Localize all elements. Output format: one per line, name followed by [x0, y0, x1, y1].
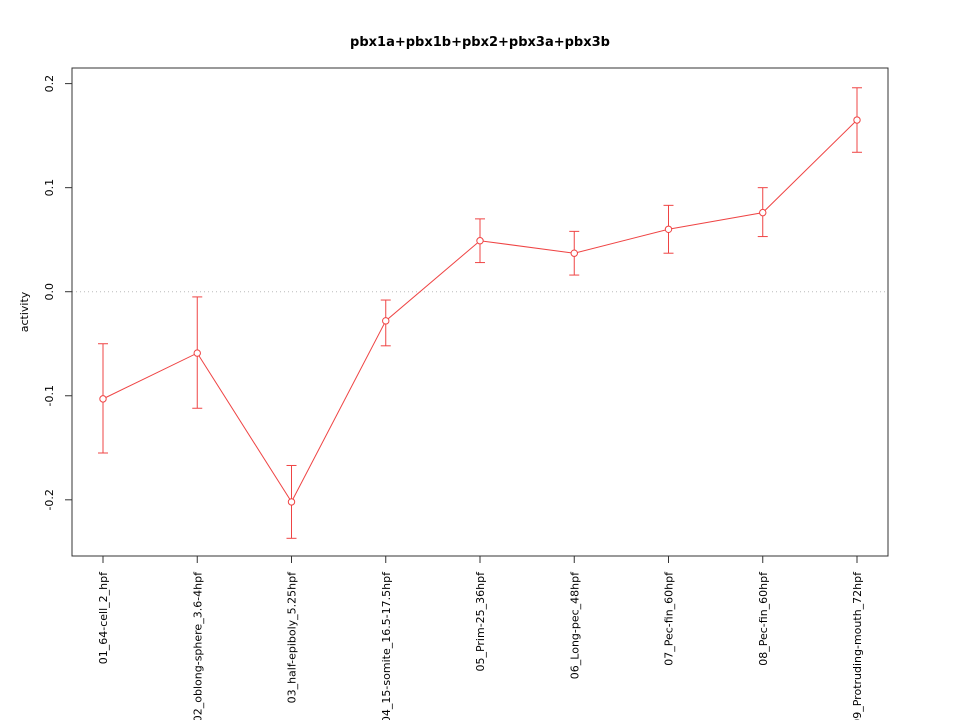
y-tick-label: 0.0	[43, 283, 56, 301]
x-tick-label: 04_15-somite_16.5-17.5hpf	[380, 571, 393, 720]
data-point	[853, 116, 861, 124]
x-tick-label: 05_Prim-25_36hpf	[474, 571, 487, 672]
x-tick-label: 02_oblong-sphere_3.6-4hpf	[191, 571, 204, 720]
plot-border	[71, 67, 889, 557]
y-tick-label: 0.1	[43, 179, 56, 197]
y-tick-label: -0.1	[43, 385, 56, 406]
x-tick-label: 06_Long-pec_48hpf	[568, 571, 581, 679]
data-point	[193, 349, 201, 357]
chart-title: pbx1a+pbx1b+pbx2+pbx3a+pbx3b	[350, 35, 610, 50]
data-point	[99, 395, 107, 403]
x-tick-label: 09_Protruding-mouth_72hpf	[851, 571, 864, 720]
x-tick-label: 03_half-epiboly_5.25hpf	[286, 571, 299, 704]
data-point	[759, 208, 767, 217]
y-tick-label: 0.2	[43, 75, 56, 93]
x-tick-label: 08_Pec-fin_60hpf	[757, 571, 770, 666]
data-point	[287, 498, 296, 506]
data-point	[476, 237, 484, 245]
data-point	[382, 317, 390, 325]
data-point	[570, 249, 578, 257]
y-tick-label: -0.2	[43, 489, 56, 510]
x-tick-label: 07_Pec-fin_60hpf	[663, 571, 676, 666]
x-tick-label: 01_64-cell_2_hpf	[97, 571, 110, 664]
series-line	[102, 119, 858, 503]
data-point	[664, 225, 673, 233]
